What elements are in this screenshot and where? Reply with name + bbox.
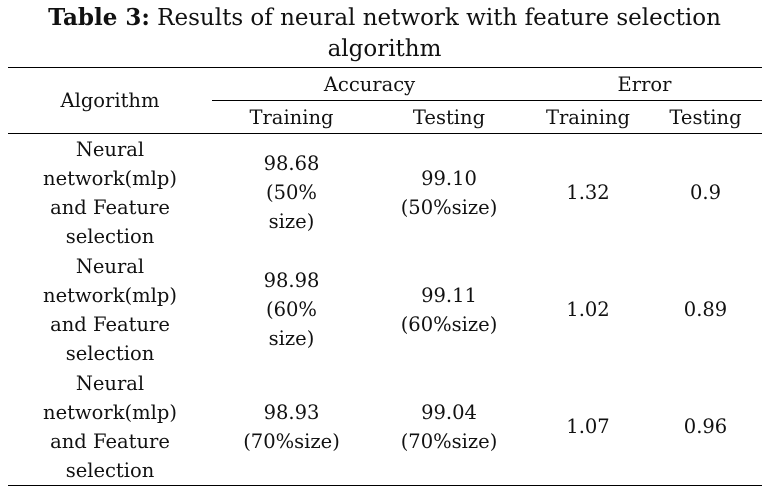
header-row-2: Training Testing Training Testing	[8, 100, 763, 134]
results-table: Algorithm Accuracy Error Training Testin…	[8, 67, 763, 486]
cell-accuracy-testing: 99.04 (70%size)	[400, 400, 498, 453]
table-caption: Table 3: Results of neural network with …	[0, 2, 769, 65]
cell-error-testing: 0.89	[683, 298, 728, 321]
cell-algorithm: Neural network(mlp) and Feature selectio…	[43, 254, 177, 365]
table-body: Neural network(mlp) and Feature selectio…	[8, 134, 763, 486]
cell-error-training: 1.32	[566, 181, 610, 204]
header-error: Error	[527, 67, 763, 101]
table-row: Neural network(mlp) and Feature selectio…	[8, 134, 762, 252]
header-error-testing: Testing	[649, 100, 763, 134]
header-error-training: Training	[527, 100, 649, 134]
cell-algorithm: Neural network(mlp) and Feature selectio…	[43, 137, 177, 248]
table-row: Neural network(mlp) and Feature selectio…	[8, 368, 763, 486]
cell-error-training: 1.07	[566, 415, 610, 438]
cell-accuracy-training: 98.98 (60% size)	[263, 269, 320, 350]
cell-accuracy-testing: 99.11 (60%size)	[400, 283, 498, 336]
cell-accuracy-training: 98.68 (50% size)	[263, 152, 320, 233]
cell-error-testing: 0.9	[690, 181, 722, 204]
table-caption-text: Results of neural network with feature s…	[149, 5, 721, 62]
cell-accuracy-testing: 99.10 (50%size)	[400, 166, 498, 219]
header-accuracy-testing: Testing	[371, 100, 527, 134]
header-accuracy-training: Training	[212, 100, 371, 134]
table-caption-label: Table 3:	[48, 4, 150, 31]
header-row-1: Algorithm Accuracy Error	[8, 67, 763, 134]
cell-algorithm: Neural network(mlp) and Feature selectio…	[43, 371, 177, 482]
header-algorithm: Algorithm	[8, 67, 212, 134]
table-row: Neural network(mlp) and Feature selectio…	[8, 251, 762, 368]
cell-error-testing: 0.96	[683, 415, 728, 438]
table-header: Algorithm Accuracy Error Training Testin…	[8, 67, 763, 134]
cell-error-training: 1.02	[566, 298, 610, 321]
header-accuracy: Accuracy	[212, 67, 527, 101]
cell-accuracy-training: 98.93 (70%size)	[243, 400, 340, 453]
